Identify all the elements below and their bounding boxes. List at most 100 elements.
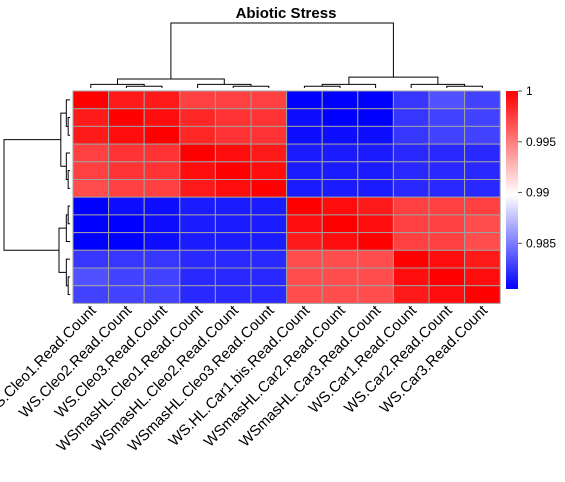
heatmap-cells	[72, 90, 501, 304]
legend-tick-label: 0.995	[526, 135, 556, 149]
legend-tick-label: 1	[526, 84, 533, 98]
heatmap-cell	[321, 232, 359, 251]
heatmap-cell	[72, 143, 110, 163]
heatmap-cell	[108, 196, 145, 216]
heatmap-cell	[108, 214, 145, 234]
heatmap-cell	[72, 90, 110, 110]
heatmap-cell	[143, 90, 181, 110]
dendrogram-branch	[67, 205, 70, 225]
dendrogram-branch	[117, 78, 225, 85]
heatmap-cell	[286, 214, 323, 234]
heatmap-cell	[250, 125, 288, 145]
heatmap-cell	[214, 161, 252, 181]
heatmap-cell	[72, 249, 110, 269]
heatmap-cell	[357, 90, 394, 110]
dendrogram-branch	[348, 76, 439, 85]
heatmap-cell	[357, 108, 394, 127]
heatmap-cell	[428, 214, 466, 234]
heatmap-cell	[250, 161, 288, 181]
heatmap-cell	[357, 267, 394, 287]
heatmap-cell	[286, 249, 323, 269]
dendrogram-branch	[170, 22, 394, 79]
heatmap-cell	[72, 108, 110, 127]
heatmap-cell	[428, 143, 466, 163]
heatmap-cell	[464, 161, 501, 181]
heatmap-cell	[464, 196, 501, 216]
dendrogram-branch	[67, 276, 70, 296]
heatmap-cell	[143, 125, 181, 145]
heatmap-cell	[464, 232, 501, 251]
heatmap-cell	[428, 232, 466, 251]
heatmap-cell	[250, 179, 288, 198]
heatmap-cell	[108, 267, 145, 287]
legend-color-bar	[506, 91, 518, 289]
heatmap-cell	[72, 214, 110, 234]
heatmap-cell	[464, 285, 501, 304]
heatmap-cell	[428, 161, 466, 181]
heatmap-cell	[321, 125, 359, 145]
heatmap-cell	[143, 108, 181, 127]
heatmap-cell	[250, 214, 288, 234]
heatmap-cell	[392, 108, 430, 127]
heatmap-cell	[428, 267, 466, 287]
heatmap-cell	[143, 232, 181, 251]
heatmap-cell	[357, 179, 394, 198]
heatmap-cell	[357, 125, 394, 145]
heatmap-cell	[250, 232, 288, 251]
heatmap-cell	[143, 196, 181, 216]
heatmap-cell	[286, 161, 323, 181]
column-labels: WS.Cleo1.Read.CountWS.Cleo2.Read.CountWS…	[0, 302, 492, 456]
heatmap-cell	[321, 143, 359, 163]
heatmap-cell	[321, 179, 359, 198]
heatmap-cell	[392, 214, 430, 234]
heatmap-cell	[286, 125, 323, 145]
heatmap-cell	[143, 214, 181, 234]
heatmap-cell	[250, 249, 288, 269]
heatmap-cell	[108, 232, 145, 251]
heatmap-cell	[321, 267, 359, 287]
dendrogram-branch	[60, 112, 67, 167]
heatmap-cell	[250, 267, 288, 287]
heatmap-cell	[286, 232, 323, 251]
heatmap-cell	[214, 196, 252, 216]
heatmap-cell	[286, 285, 323, 304]
heatmap-cell	[179, 179, 216, 198]
heatmap-cell	[179, 125, 216, 145]
heatmap-cell	[392, 249, 430, 269]
heatmap-cell	[72, 285, 110, 304]
heatmap-cell	[214, 285, 252, 304]
heatmap-cell	[464, 143, 501, 163]
heatmap-cell	[392, 196, 430, 216]
heatmap-cell	[286, 179, 323, 198]
heatmap-cell	[108, 285, 145, 304]
heatmap-cell	[464, 108, 501, 127]
heatmap-cell	[143, 249, 181, 269]
heatmap-cell	[143, 267, 181, 287]
heatmap-cell	[179, 161, 216, 181]
heatmap-cell	[72, 267, 110, 287]
heatmap-cell	[214, 179, 252, 198]
heatmap-cell	[108, 161, 145, 181]
heatmap-cell	[321, 108, 359, 127]
heatmap-cell	[108, 108, 145, 127]
heatmap-cell	[464, 267, 501, 287]
heatmap-cell	[250, 196, 288, 216]
heatmap-cell	[428, 285, 466, 304]
legend-tick-label: 0.985	[526, 236, 556, 250]
heatmap-cell	[464, 249, 501, 269]
heatmap-cell	[428, 108, 466, 127]
heatmap-cell	[286, 143, 323, 163]
legend-tick-label: 0.99	[526, 186, 550, 200]
heatmap-cell	[179, 214, 216, 234]
heatmap-cell	[428, 125, 466, 145]
heatmap-cell	[321, 90, 359, 110]
heatmap-cell	[428, 90, 466, 110]
dendrogram-branch	[446, 85, 483, 88]
heatmap-cell	[428, 179, 466, 198]
heatmap-cell	[392, 232, 430, 251]
heatmap-cell	[286, 267, 323, 287]
heatmap-cell	[357, 232, 394, 251]
heatmap-cell	[250, 90, 288, 110]
heatmap-cell	[392, 143, 430, 163]
